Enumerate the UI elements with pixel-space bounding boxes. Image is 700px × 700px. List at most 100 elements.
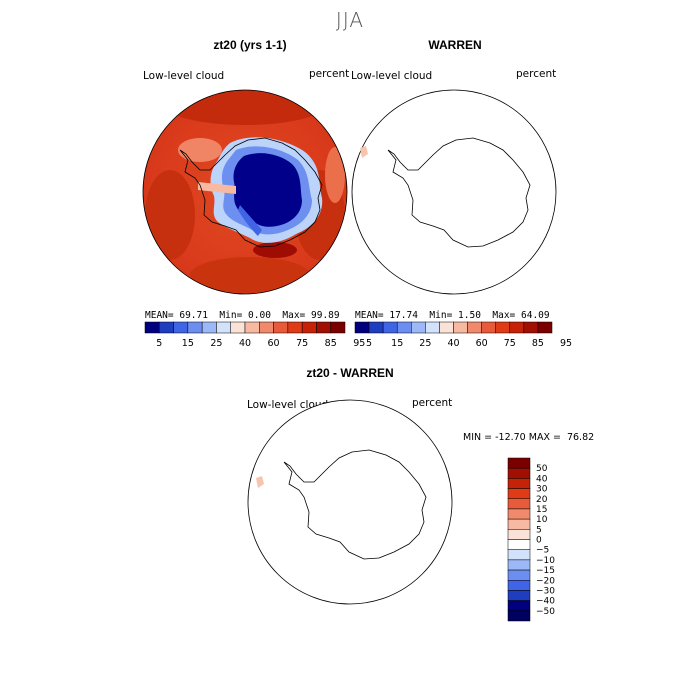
panel1-max-label: Max= [282, 310, 306, 321]
panel3-stats: MIN = -12.70 MAX = 76.82 [463, 432, 595, 443]
colorbar-swatch [259, 321, 274, 334]
colorbar-swatch [537, 321, 553, 334]
panel1-map-border [142, 89, 348, 295]
colorbar-swatch [507, 457, 531, 469]
colorbar-tick-label: 0 [536, 536, 542, 546]
colorbar-tick-label: 5 [366, 338, 372, 349]
panel2-mean-label: MEAN= [355, 310, 384, 321]
colorbar-swatch [368, 321, 384, 334]
panel2-patch [360, 146, 368, 158]
colorbar-tick-label: 85 [532, 338, 544, 349]
panel2-min-label: Min= [429, 310, 453, 321]
colorbar-swatch [187, 321, 203, 334]
figure-title: JJA [335, 8, 365, 32]
colorbar-tick-label: −10 [536, 556, 555, 566]
colorbar-tick-label: 10 [536, 515, 548, 525]
colorbar-swatch [507, 610, 531, 622]
colorbar-tick-label: −20 [536, 576, 555, 586]
panel1-field-label: Low-level cloud [143, 70, 225, 82]
colorbar-tick-label: 40 [447, 338, 459, 349]
colorbar-swatch [244, 321, 260, 334]
colorbar-tick-label: 50 [536, 464, 548, 474]
colorbar-tick-label: 60 [268, 338, 280, 349]
panel2-map-border [351, 89, 557, 295]
colorbar-swatch [507, 478, 531, 489]
colorbar-tick-label: 25 [419, 338, 431, 349]
colorbar-swatch [453, 321, 468, 334]
colorbar-swatch [495, 321, 511, 334]
colorbar-swatch [507, 549, 531, 561]
panel1-stats: MEAN= 69.71 Min= 0.00 Max= 99.89 [145, 310, 340, 321]
colorbar-swatch [354, 321, 370, 334]
colorbar-swatch [159, 321, 174, 334]
patch [198, 182, 236, 194]
colorbar-swatch [507, 529, 531, 540]
colorbar-swatch [507, 539, 531, 550]
panel2-mean-value: 17.74 [389, 310, 418, 321]
colorbar-tick-label: 40 [536, 474, 548, 484]
panel1-map [142, 89, 348, 295]
colorbar-swatch [287, 321, 303, 334]
panel2-coastline [387, 137, 531, 248]
colorbar-tick-label: 15 [536, 505, 547, 515]
patch [253, 242, 297, 258]
colorbar-tick-label: 5 [156, 338, 162, 349]
colorbar-tick-label: 40 [239, 338, 251, 349]
colorbar-panel2: 5 15 25 40 60 75 85 95 [354, 321, 572, 349]
panel3-map [247, 399, 453, 605]
colorbar-tick-label: 95 [353, 338, 365, 349]
colorbar-swatch [382, 321, 398, 334]
panel3-field-label: Low-level cloud [247, 399, 329, 411]
colorbar-tick-label: 20 [536, 495, 548, 505]
colorbar-tick-label: −50 [536, 607, 555, 617]
colorbar-tick-label: 5 [536, 525, 542, 535]
panel1-units-label: percent [309, 68, 350, 80]
colorbar-swatch [439, 321, 454, 334]
panel2-max-label: Max= [492, 310, 516, 321]
panel1-max-value: 99.89 [311, 310, 340, 321]
patch [178, 138, 222, 162]
panel1-title: zt20 (yrs 1-1) [213, 38, 287, 52]
panel3-map-border [247, 399, 453, 605]
panel1-min-label: Min= [219, 310, 243, 321]
patch [165, 90, 325, 125]
colorbar-tick-label: 30 [536, 485, 548, 495]
panel2-field-label: Low-level cloud [351, 70, 433, 82]
patch [190, 257, 310, 293]
colorbar-swatch [507, 498, 531, 510]
patch [238, 205, 262, 236]
colorbar-swatch [173, 321, 189, 334]
colorbar-tick-label: −30 [536, 586, 555, 596]
panel3-units-label: percent [412, 397, 453, 409]
panel1-mean-value: 69.71 [179, 310, 208, 321]
colorbar-swatch [523, 321, 539, 334]
colorbar-swatch [316, 321, 331, 334]
colorbar-tick-label: 15 [391, 338, 403, 349]
colorbar-swatch [273, 321, 289, 334]
colorbar-swatch [507, 508, 531, 520]
colorbar-swatch [507, 488, 531, 499]
colorbar-swatch [507, 467, 531, 479]
colorbar-swatch [201, 321, 217, 334]
panel1-min-value: 0.00 [248, 310, 271, 321]
colorbar-swatch [507, 559, 531, 571]
colorbar-swatch [467, 321, 482, 334]
colorbar-swatch [425, 321, 440, 334]
colorbar-swatch [396, 321, 412, 334]
patch [233, 153, 302, 227]
colorbar-swatch [301, 321, 317, 334]
colorbar-swatch [507, 590, 531, 601]
panel2-units-label: percent [516, 68, 557, 80]
colorbar-tick-label: 60 [476, 338, 488, 349]
colorbar-swatch [330, 321, 346, 334]
panel3-coastline [283, 449, 427, 560]
colorbar-tick-label: 85 [325, 338, 337, 349]
colorbar-tick-label: −5 [536, 546, 549, 556]
colorbar-swatch [230, 321, 246, 334]
colorbar-tick-label: −40 [536, 597, 555, 607]
panel1-coastline [179, 137, 323, 248]
colorbar-swatch [507, 580, 531, 591]
colorbar-tick-label: 95 [560, 338, 572, 349]
